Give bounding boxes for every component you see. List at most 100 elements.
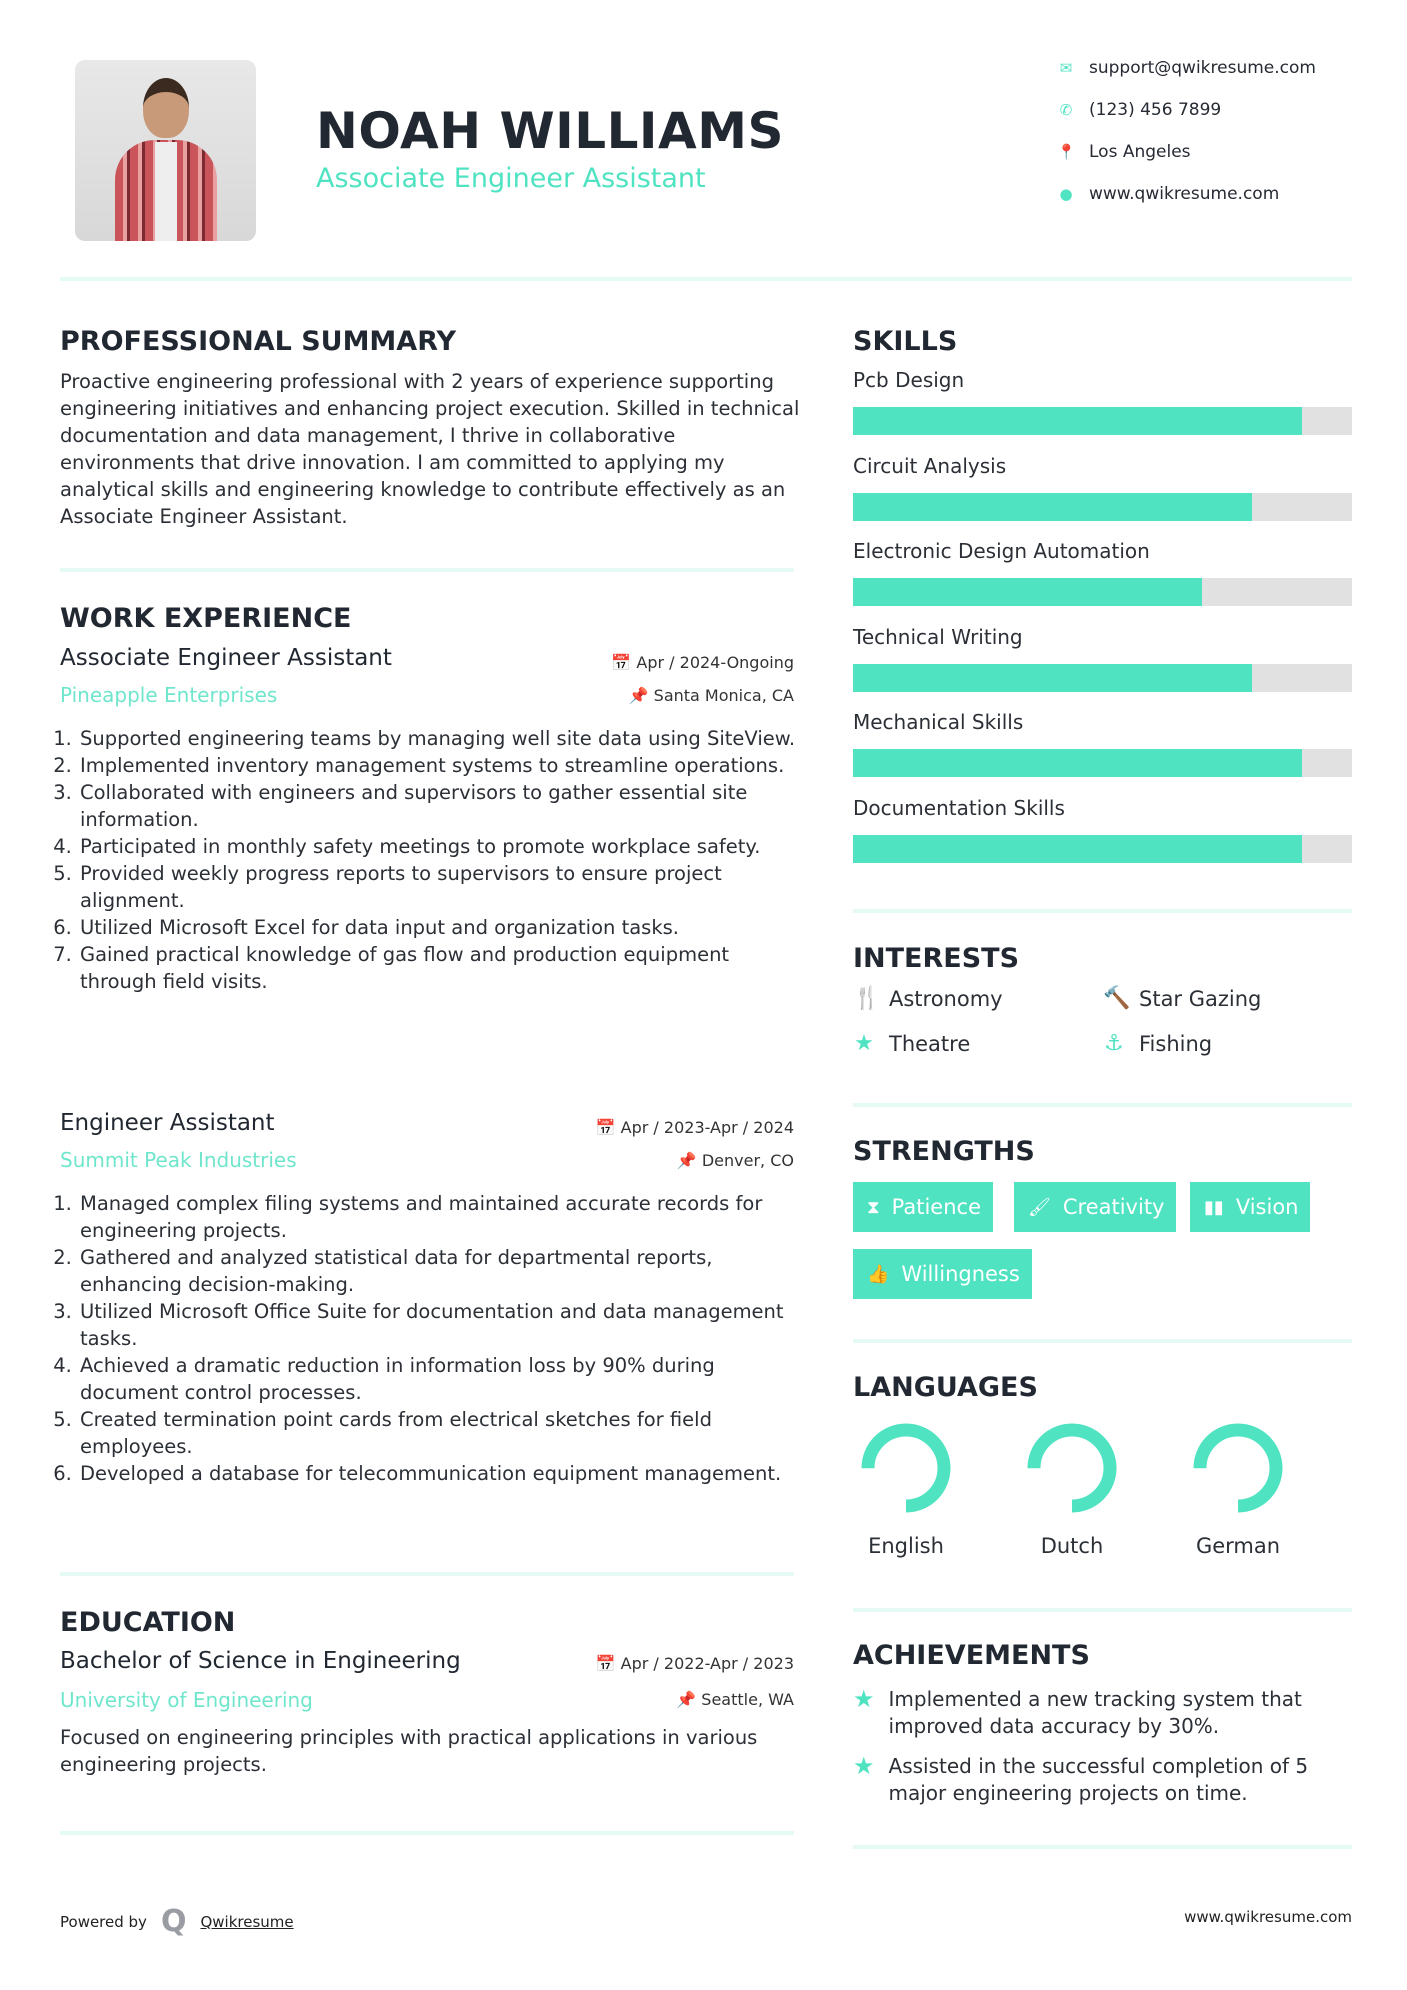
languages-title: LANGUAGES xyxy=(853,1372,1038,1403)
duty-item: Gathered and analyzed statistical data f… xyxy=(78,1244,800,1298)
achievements-title: ACHIEVEMENTS xyxy=(853,1640,1090,1671)
contact-text[interactable]: (123) 456 7899 xyxy=(1089,100,1222,120)
interest-item: ⚓ Fishing xyxy=(1103,1031,1212,1056)
strength-label: Willingness xyxy=(901,1262,1020,1286)
pin-icon: 📌 xyxy=(676,1151,697,1170)
education-title: EDUCATION xyxy=(60,1607,236,1638)
duty-item: Collaborated with engineers and supervis… xyxy=(78,779,800,833)
thumbs-up-icon: 👍 xyxy=(867,1263,890,1285)
profile-photo xyxy=(75,60,256,241)
location-text: Santa Monica, CA xyxy=(653,686,794,705)
language-ring xyxy=(1193,1423,1283,1513)
skill-label: Technical Writing xyxy=(853,624,1023,649)
footer-powered: Powered by Q Qwikresume xyxy=(60,1904,294,1939)
envelope-icon: ✉ xyxy=(1059,59,1073,77)
achievement-item: ★ Assisted in the successful completion o… xyxy=(853,1753,1353,1807)
duty-item: Managed complex filing systems and maint… xyxy=(78,1190,800,1244)
divider xyxy=(853,909,1352,913)
date-text: Apr / 2022-Apr / 2023 xyxy=(620,1654,794,1673)
duty-item: Created termination point cards from ele… xyxy=(78,1406,800,1460)
date-text: Apr / 2024-Ongoing xyxy=(636,653,794,672)
education-text: Focused on engineering principles with p… xyxy=(60,1726,758,1776)
strength-tag: ▮▮ Vision xyxy=(1190,1182,1311,1232)
skill-bar xyxy=(853,834,1352,863)
job-title: Associate Engineer Assistant xyxy=(60,645,392,671)
globe-icon: ● xyxy=(1059,185,1073,203)
qwikresume-logo-icon: Q xyxy=(160,1904,187,1939)
language-label: English xyxy=(868,1534,944,1558)
skill-bar-fill xyxy=(853,407,1303,435)
job-location: 📌 Denver, CO xyxy=(677,1151,794,1170)
achievement-item: ★ Implemented a new tracking system that … xyxy=(853,1686,1353,1740)
paintbrush-icon: 🖌 xyxy=(1028,1196,1051,1218)
strength-label: Patience xyxy=(891,1195,981,1219)
contact-item: ● www.qwikresume.com xyxy=(1057,184,1279,204)
contact-text[interactable]: www.qwikresume.com xyxy=(1089,184,1280,204)
skill-bar xyxy=(853,407,1352,435)
duty-item: Gained practical knowledge of gas flow a… xyxy=(78,941,800,995)
contact-text[interactable]: Los Angeles xyxy=(1089,142,1191,162)
interest-item: 🍴 Astronomy xyxy=(853,986,1003,1011)
skill-bar xyxy=(853,492,1352,521)
language-ring xyxy=(861,1423,951,1513)
interest-item: ★ Theatre xyxy=(853,1031,970,1056)
strength-tag: 🖌 Creativity xyxy=(1014,1182,1177,1232)
job-location: 📌 Santa Monica, CA xyxy=(629,686,794,705)
skill-bar-fill xyxy=(853,834,1303,863)
interests-title: INTERESTS xyxy=(853,943,1020,974)
company-name: Summit Peak Industries xyxy=(60,1148,297,1172)
school: University of Engineering xyxy=(60,1688,313,1712)
skill-label: Pcb Design xyxy=(853,368,965,392)
calendar-icon: 📅 xyxy=(595,1118,616,1137)
strength-label: Vision xyxy=(1235,1195,1299,1219)
job-duties: Supported engineering teams by managing … xyxy=(60,725,800,995)
interest-label: Theatre xyxy=(889,1031,971,1056)
location-text: Seattle, WA xyxy=(701,1690,794,1709)
contact-text[interactable]: support@qwikresume.com xyxy=(1089,58,1316,78)
language-label: German xyxy=(1195,1534,1281,1558)
skills-title: SKILLS xyxy=(853,326,958,357)
job-date: 📅 Apr / 2023-Apr / 2024 xyxy=(596,1118,794,1137)
skill-bar-fill xyxy=(853,492,1253,521)
language-label: Dutch xyxy=(1040,1534,1104,1558)
divider xyxy=(853,1339,1352,1343)
company-name: Pineapple Enterprises xyxy=(60,683,278,707)
divider xyxy=(60,1831,794,1835)
duty-item: Implemented inventory management systems… xyxy=(78,752,800,779)
language-rings xyxy=(861,1423,1283,1513)
duty-item: Developed a database for telecommunicati… xyxy=(78,1460,800,1487)
strength-label: Creativity xyxy=(1062,1195,1165,1219)
interest-item: 🔨 Star Gazing xyxy=(1103,986,1261,1011)
qwikresume-link[interactable]: Qwikresume xyxy=(200,1912,294,1931)
candidate-name: NOAH WILLIAMS xyxy=(316,102,784,160)
education-date: 📅 Apr / 2022-Apr / 2023 xyxy=(595,1654,794,1673)
language-ring xyxy=(1027,1423,1117,1513)
strengths-title: STRENGTHS xyxy=(853,1136,1035,1167)
duty-item: Supported engineering teams by managing … xyxy=(78,725,800,752)
contact-item: 📍 Los Angeles xyxy=(1057,142,1191,162)
skill-bar-fill xyxy=(853,578,1203,606)
strength-tag: ⧗ Patience xyxy=(853,1182,993,1232)
duty-item: Provided weekly progress reports to supe… xyxy=(78,860,800,914)
duty-item: Participated in monthly safety meetings … xyxy=(78,833,800,860)
pin-icon: 📌 xyxy=(628,686,649,705)
duty-item: Achieved a dramatic reduction in informa… xyxy=(78,1352,800,1406)
skill-label: Electronic Design Automation xyxy=(853,539,1150,563)
divider xyxy=(60,277,1352,281)
contact-item: ✆ (123) 456 7899 xyxy=(1057,100,1222,120)
interest-label: Star Gazing xyxy=(1139,986,1262,1011)
skill-bar-fill xyxy=(853,663,1253,692)
contact-item: ✉ support@qwikresume.com xyxy=(1057,58,1316,78)
duty-item: Utilized Microsoft Office Suite for docu… xyxy=(78,1298,800,1352)
education-location: 📌 Seattle, WA xyxy=(676,1690,794,1709)
shooting-star-icon: ★ xyxy=(853,1685,875,1713)
job-title: Engineer Assistant xyxy=(60,1110,275,1136)
summary-title: PROFESSIONAL SUMMARY xyxy=(60,326,457,357)
interest-label: Astronomy xyxy=(889,986,1003,1011)
degree: Bachelor of Science in Engineering xyxy=(60,1648,461,1674)
achievement-text: Implemented a new tracking system that i… xyxy=(888,1687,1302,1738)
date-text: Apr / 2023-Apr / 2024 xyxy=(620,1118,794,1137)
duty-item: Utilized Microsoft Excel for data input … xyxy=(78,914,800,941)
powered-by-text: Powered by xyxy=(60,1912,147,1931)
divider xyxy=(853,1103,1352,1107)
